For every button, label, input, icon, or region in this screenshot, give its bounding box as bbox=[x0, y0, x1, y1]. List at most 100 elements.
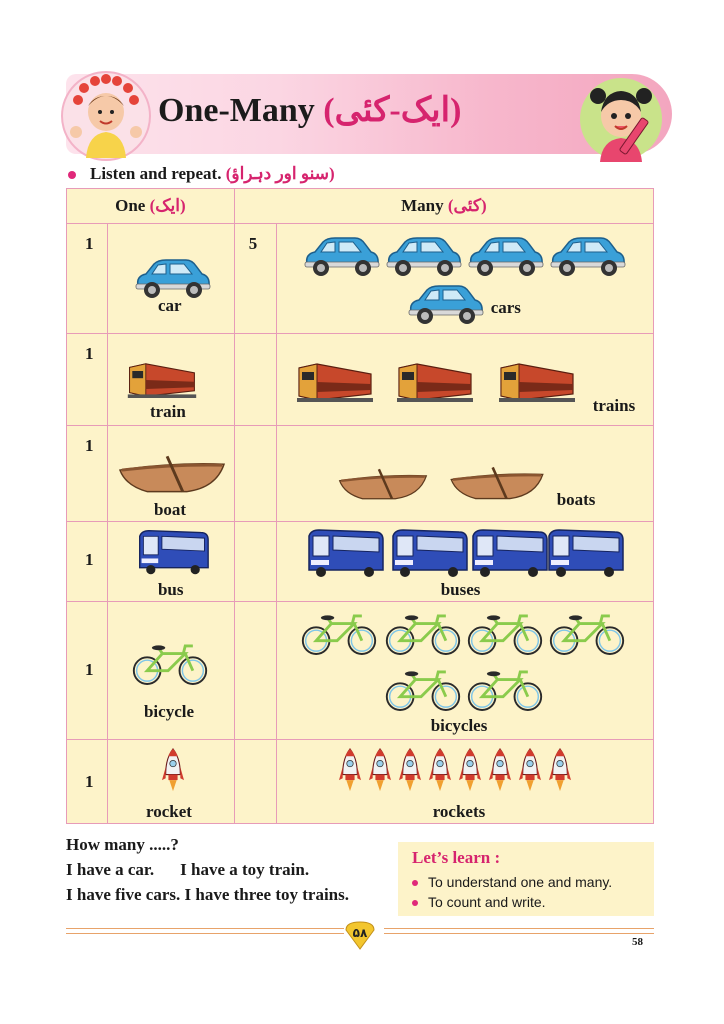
boat-icon bbox=[329, 466, 437, 502]
one-cell: bicycle bbox=[106, 601, 235, 740]
sentence: I have five cars. bbox=[66, 885, 181, 904]
many-label: rockets bbox=[432, 802, 486, 821]
many-cell: rockets bbox=[275, 739, 655, 824]
one-count: 1 bbox=[66, 739, 108, 824]
one-count: 1 bbox=[66, 425, 108, 522]
question: How many .....? bbox=[66, 835, 179, 854]
footer-rule bbox=[66, 928, 344, 929]
many-label: cars bbox=[490, 298, 521, 317]
table-header-row: One (ایک) Many (کئی) bbox=[66, 188, 655, 224]
many-count bbox=[233, 333, 277, 426]
many-count bbox=[233, 739, 277, 824]
table-row: 1 car 5 cars bbox=[66, 223, 655, 334]
rocket-icon bbox=[489, 746, 511, 794]
table-row: 1 train trains bbox=[66, 333, 655, 426]
bicycle-icon bbox=[130, 642, 210, 686]
one-cell: train bbox=[106, 333, 235, 426]
one-many-table: One (ایک) Many (کئی) 1 car 5 cars 1 trai… bbox=[66, 188, 655, 824]
bicycle-icon bbox=[383, 668, 463, 712]
many-cell: trains bbox=[275, 333, 655, 426]
many-cell: buses bbox=[275, 521, 655, 602]
many-count bbox=[233, 425, 277, 522]
train-icon bbox=[295, 360, 375, 404]
one-label: car bbox=[157, 296, 182, 315]
bus-icon bbox=[305, 528, 385, 578]
footer-rule bbox=[384, 928, 654, 929]
bus-icon bbox=[469, 528, 549, 578]
one-label: boat bbox=[153, 500, 187, 519]
many-label: trains bbox=[592, 396, 636, 415]
column-header-one: One (ایک) bbox=[66, 188, 235, 224]
footer-rule bbox=[66, 933, 344, 934]
rocket-icon bbox=[549, 746, 571, 794]
practice-sentences: How many .....? I have a car. I have a to… bbox=[66, 832, 349, 907]
girl-illustration-left bbox=[61, 71, 151, 161]
page-badge: ۵۸ bbox=[345, 921, 375, 950]
many-cell: bicycles bbox=[275, 601, 655, 740]
many-label: bicycles bbox=[430, 716, 488, 735]
bicycle-icon bbox=[465, 612, 545, 656]
one-label: train bbox=[149, 402, 186, 421]
title-urdu: (ایک-کئی) bbox=[323, 92, 462, 129]
instruction: Listen and repeat. (سنو اور دہراؤ) bbox=[68, 163, 335, 184]
one-label: bus bbox=[157, 580, 184, 599]
many-label: buses bbox=[440, 580, 481, 599]
instruction-urdu: (سنو اور دہراؤ) bbox=[225, 164, 335, 183]
lets-learn-title: Let’s learn : bbox=[412, 848, 501, 867]
car-icon bbox=[132, 256, 212, 300]
table-row: 1 bus buses bbox=[66, 521, 655, 602]
column-header-many: Many (کئی) bbox=[233, 188, 655, 224]
one-cell: boat bbox=[106, 425, 235, 522]
table-row: 1 boat boats bbox=[66, 425, 655, 522]
rocket-icon bbox=[162, 746, 184, 794]
sentence: I have three toy trains. bbox=[184, 885, 349, 904]
table-row: 1 bicycle bicycles bbox=[66, 601, 655, 740]
page-badge-text: ۵۸ bbox=[353, 926, 368, 940]
many-count bbox=[233, 601, 277, 740]
train-icon bbox=[126, 358, 198, 402]
one-count: 1 bbox=[66, 521, 108, 602]
one-count: 1 bbox=[66, 333, 108, 426]
table-row: 1 rocket rockets bbox=[66, 739, 655, 824]
girl-with-pencil-illustration bbox=[580, 78, 662, 162]
one-cell: rocket bbox=[106, 739, 235, 824]
one-cell: car bbox=[106, 223, 235, 334]
footer-rule bbox=[384, 933, 654, 934]
rocket-icon bbox=[519, 746, 541, 794]
train-icon bbox=[395, 360, 475, 404]
rocket-icon bbox=[399, 746, 421, 794]
bicycle-icon bbox=[547, 612, 627, 656]
rocket-icon bbox=[339, 746, 361, 794]
many-cell: cars bbox=[275, 223, 655, 334]
page-number: 58 bbox=[632, 936, 643, 948]
rocket-icon bbox=[369, 746, 391, 794]
sentence: I have a car. bbox=[66, 860, 155, 879]
boat-icon bbox=[118, 452, 226, 496]
page-title: One-Many (ایک-کئی) bbox=[158, 90, 461, 130]
bicycle-icon bbox=[383, 612, 463, 656]
rocket-icon bbox=[429, 746, 451, 794]
car-icon bbox=[405, 282, 485, 326]
bus-icon bbox=[545, 528, 625, 578]
learn-item: To understand one and many. bbox=[412, 874, 612, 890]
one-label: bicycle bbox=[143, 702, 195, 721]
many-label: boats bbox=[556, 490, 596, 509]
car-icon bbox=[547, 234, 627, 278]
sentence: I have a toy train. bbox=[180, 860, 310, 879]
title-text: One-Many bbox=[158, 92, 315, 129]
instruction-text: Listen and repeat. bbox=[90, 164, 222, 183]
bus-icon bbox=[389, 528, 469, 578]
rocket-icon bbox=[459, 746, 481, 794]
one-label: rocket bbox=[145, 802, 192, 821]
bullet-icon bbox=[68, 171, 76, 180]
bus-icon bbox=[136, 528, 210, 576]
one-count: 1 bbox=[66, 223, 108, 334]
bullet-icon bbox=[412, 900, 418, 907]
bullet-icon bbox=[412, 880, 418, 887]
one-cell: bus bbox=[106, 521, 235, 602]
lets-learn-box: Let’s learn : To understand one and many… bbox=[398, 842, 654, 916]
car-icon bbox=[383, 234, 463, 278]
many-count bbox=[233, 521, 277, 602]
bicycle-icon bbox=[299, 612, 379, 656]
many-cell: boats bbox=[275, 425, 655, 522]
